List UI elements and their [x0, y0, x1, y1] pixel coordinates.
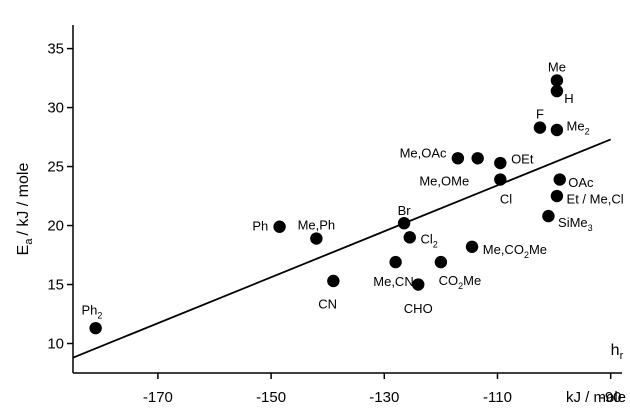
data-point-label-main: SiMe: [558, 215, 588, 230]
data-point-label: CHO: [404, 301, 433, 316]
data-point-label-main: Me,Ph: [298, 217, 336, 232]
data-point-label: Me,Ph: [298, 217, 336, 232]
data-point: [89, 321, 102, 335]
data-point-label: Me,OAc: [400, 145, 447, 160]
x-tick-label: -130: [369, 389, 399, 406]
data-point: [273, 220, 286, 233]
data-point: [494, 173, 507, 186]
data-point: [550, 74, 564, 87]
data-point: [389, 255, 402, 269]
axes: [72, 25, 622, 374]
data-points: [89, 74, 566, 335]
data-point-label-main: Me: [548, 59, 566, 74]
data-point-label-sub: 2: [524, 250, 529, 260]
data-point-label-sub: 2: [585, 126, 590, 136]
data-point-label-main: Ph: [252, 219, 268, 234]
x-axis-label: kJ / mole: [566, 389, 626, 406]
y-tick-label: 25: [47, 159, 64, 176]
x-tick-label: -110: [483, 389, 512, 406]
data-point-label-main: Me,CO: [483, 242, 524, 257]
data-point-label: F: [536, 106, 544, 121]
data-point-label-sub: 3: [588, 223, 593, 233]
data-point-label-main: H: [564, 91, 573, 106]
data-point-label-main: Br: [398, 203, 412, 218]
y-axis-label: Ea / kJ / mole: [15, 163, 35, 256]
trend-line: [72, 138, 612, 359]
data-point-label: Ph2: [81, 302, 102, 320]
y-ticks: 10 15 20 25 30 35: [47, 41, 73, 353]
data-point-label-main: Me: [567, 118, 585, 133]
data-point: [465, 240, 479, 253]
data-point-label-main: Me,OAc: [400, 145, 447, 160]
data-point-label: H: [564, 91, 573, 106]
data-point-label: Cl: [500, 191, 512, 206]
corner-axis-label-sub: r: [620, 350, 624, 362]
x-tick-label: -170: [143, 389, 173, 406]
data-point-label-tail: Me: [529, 242, 547, 257]
data-point: [310, 232, 323, 245]
data-point-label: Et / Me,Cl: [567, 191, 624, 206]
data-point-label: OEt: [511, 151, 534, 166]
data-point: [397, 216, 411, 230]
data-point-label-main: OEt: [511, 151, 534, 166]
data-point-label-main: Ph: [81, 302, 97, 317]
data-point-label: OAc: [568, 175, 594, 190]
data-point-label-main: Cl: [500, 191, 512, 206]
data-point-label-main: Me,CN: [373, 274, 413, 289]
data-point-label-main: CHO: [404, 301, 433, 316]
data-point: [451, 152, 465, 165]
data-point: [327, 274, 340, 288]
x-ticks: -170 -150 -130 -110 -90: [143, 373, 622, 406]
data-point-label: SiMe3: [558, 215, 593, 233]
data-point-label: Me: [548, 59, 566, 74]
data-point-label-main: Me,OMe: [419, 174, 469, 189]
x-tick-label: -150: [256, 389, 286, 406]
data-point-label: CN: [318, 296, 337, 311]
data-point-label: Cl2: [421, 232, 438, 250]
data-point: [494, 156, 507, 170]
y-axis-label-main: E: [15, 245, 32, 256]
data-point: [550, 84, 564, 98]
data-point-label: Ph: [252, 219, 268, 234]
y-axis-label-sub: a: [23, 238, 35, 245]
y-tick-label: 15: [47, 277, 64, 294]
data-point: [553, 173, 566, 186]
data-point: [403, 231, 416, 244]
data-point-label-main: OAc: [568, 175, 594, 190]
data-point-label-main: Cl: [421, 232, 433, 247]
data-point: [550, 123, 564, 137]
data-point: [434, 255, 448, 269]
data-point: [412, 278, 425, 291]
x-tick-label: -90: [600, 389, 622, 406]
corner-axis-label: hr: [611, 342, 624, 362]
data-point-label-main: F: [536, 106, 544, 121]
corner-axis-label-main: h: [611, 342, 620, 359]
data-point-label: Br: [398, 203, 412, 218]
data-point-label-main: CO: [439, 273, 459, 288]
data-point-label: Me,OMe: [419, 174, 469, 189]
data-point-label: Me,CN: [373, 274, 413, 289]
data-point-label: Me2: [567, 118, 590, 136]
y-tick-label: 30: [47, 100, 64, 117]
y-tick-label: 10: [47, 336, 64, 353]
data-point: [533, 121, 547, 134]
data-point-label-main: CN: [318, 296, 337, 311]
data-point-label: CO2Me: [439, 273, 482, 291]
data-point: [471, 152, 484, 165]
data-point-label-sub: 2: [97, 310, 102, 320]
data-point: [542, 209, 555, 223]
data-point-label-main: Et / Me,Cl: [567, 191, 624, 206]
data-point-label-sub: 2: [458, 281, 463, 291]
data-point-label-tail: Me: [463, 273, 481, 288]
data-point-label-sub: 2: [433, 240, 438, 250]
data-point-label: Me,CO2Me: [483, 242, 547, 260]
y-axis-label-unit: / kJ / mole: [15, 163, 32, 236]
y-tick-label: 35: [47, 41, 64, 58]
y-tick-label: 20: [47, 218, 64, 235]
data-point: [550, 189, 564, 203]
